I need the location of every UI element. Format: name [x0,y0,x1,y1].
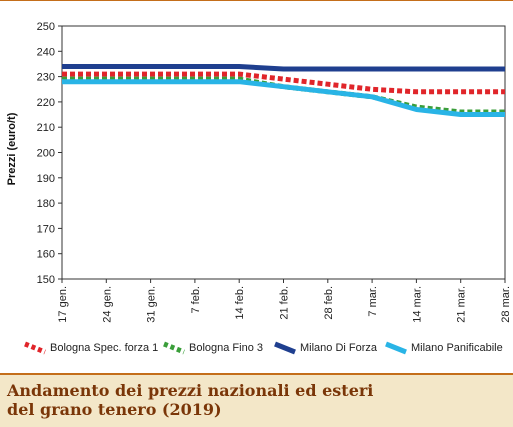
x-tick-label: 7 mar. [367,286,379,317]
y-tick-label: 240 [37,46,55,58]
series-lines [62,64,505,117]
x-tick-label: 17 gen. [57,286,69,323]
x-tick-label: 21 feb. [279,286,291,320]
series-line-1 [62,71,505,95]
legend-label: Bologna Spec. forza 1 [50,342,158,354]
y-tick-label: 180 [37,198,55,210]
price-chart: 150 160 170 180 190 200 210 220 230 240 250 17 gen… [6,21,512,355]
legend-label: Milano Di Forza [300,342,378,354]
caption-box: Andamento dei prezzi nazionali ed esteri… [0,373,513,427]
legend-swatch [274,341,296,355]
y-tick-label: 250 [37,21,55,33]
legend-label: Milano Panificabile [411,342,503,354]
x-tick-label: 28 feb. [323,286,335,320]
legend-label: Bologna Fino 3 [189,342,263,354]
y-tick-label: 220 [37,97,55,109]
legend: Bologna Spec. forza 1 Bologna Fino 3 Milan… [24,341,503,355]
legend-swatch [163,341,185,355]
x-tick-label: 14 mar. [411,286,423,323]
legend-swatch [385,341,407,355]
y-tick-label: 210 [37,122,55,134]
y-tick-label: 190 [37,173,55,185]
y-axis-ticks: 150 160 170 180 190 200 210 220 230 240 250 [37,21,62,286]
x-tick-label: 14 feb. [234,286,246,320]
series-line-4 [62,79,505,117]
y-tick-label: 150 [37,274,55,286]
x-tick-label: 31 gen. [146,286,158,323]
y-tick-label: 170 [37,223,55,235]
caption-line-1: Andamento dei prezzi nazionali ed esteri [7,381,374,400]
caption-line-2: del grano tenero (2019) [7,400,222,419]
caption-title: Andamento dei prezzi nazionali ed esteri… [7,381,427,419]
y-tick-label: 230 [37,72,55,84]
y-tick-label: 160 [37,249,55,261]
y-axis-label: Prezzi (euro/t) [6,112,18,185]
series-line-3 [62,64,505,72]
y-tick-label: 200 [37,148,55,160]
plot-area [61,25,506,280]
x-tick-label: 24 gen. [101,286,113,323]
legend-swatch [24,341,46,355]
top-rule [0,0,513,1]
x-tick-label: 7 feb. [190,286,202,314]
x-axis-ticks: 17 gen. 24 gen. 31 gen. 7 feb. 14 feb. 21 feb… [57,279,512,323]
x-tick-label: 28 mar. [500,286,512,323]
x-tick-label: 21 mar. [456,286,468,323]
